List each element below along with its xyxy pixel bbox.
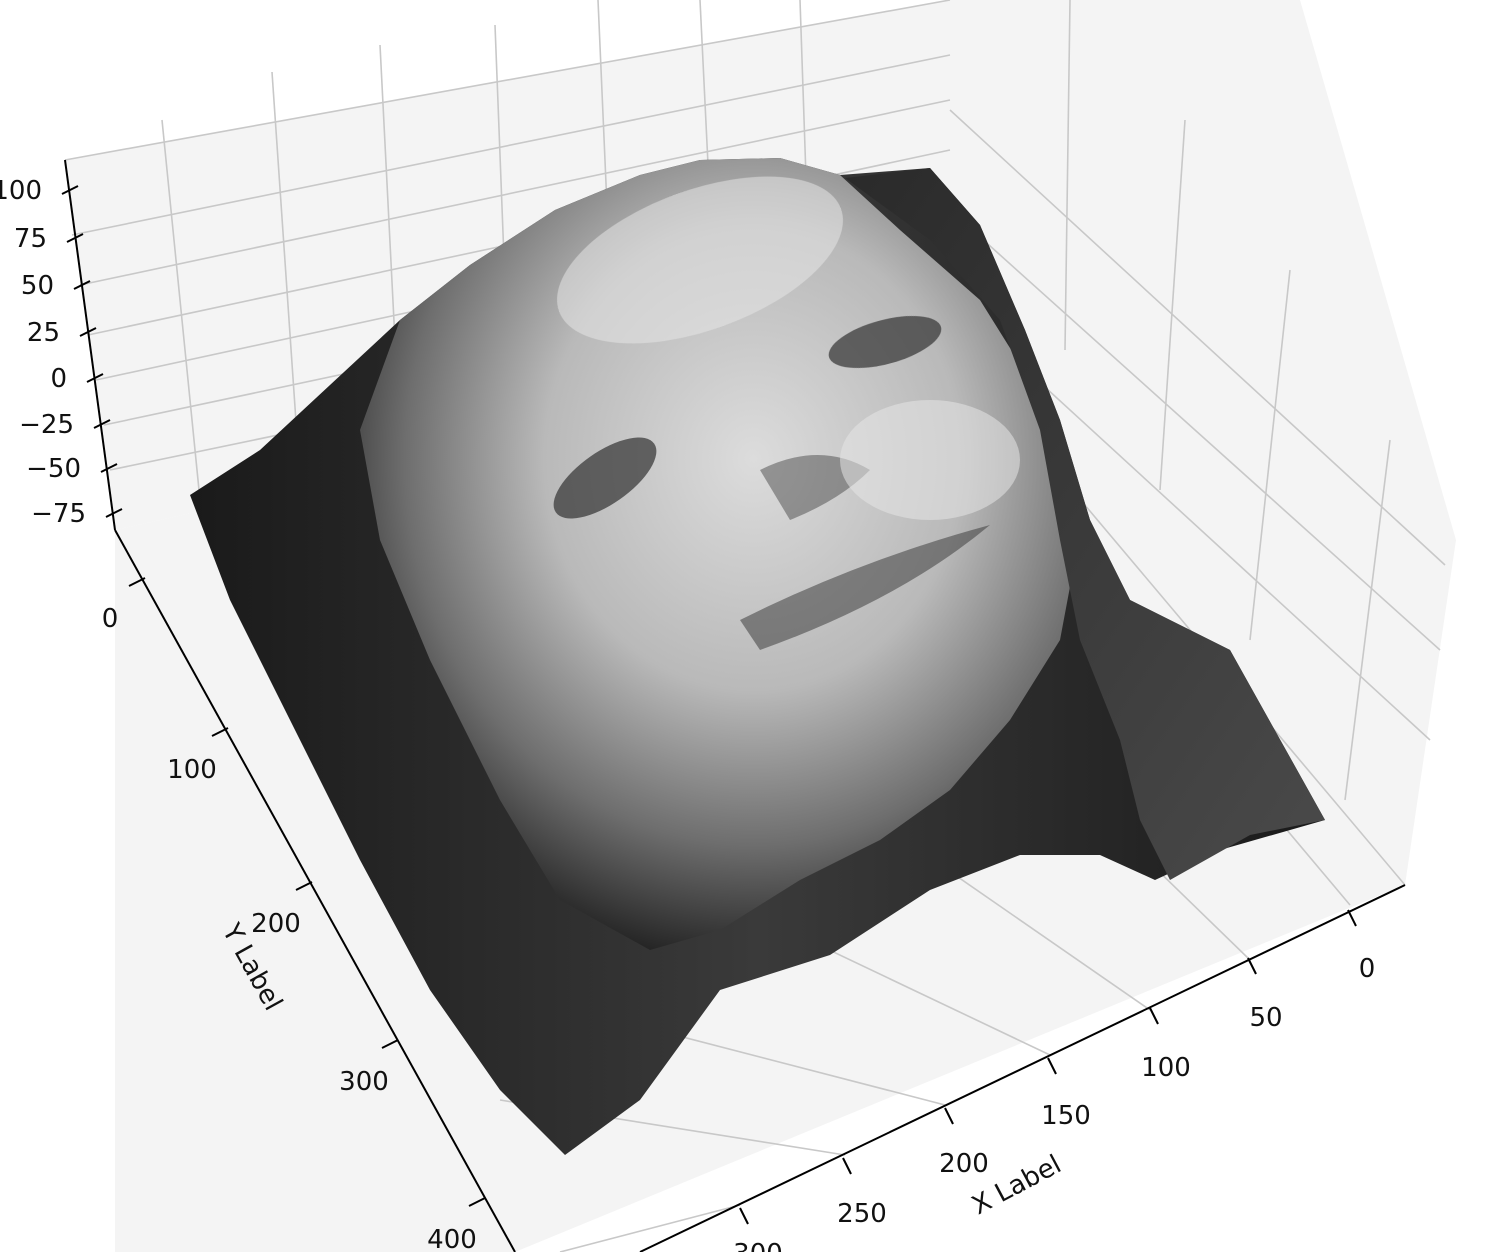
grid-line xyxy=(1249,269,1291,641)
x-tick-mark xyxy=(739,1207,749,1225)
y-tick-label: 300 xyxy=(339,1067,389,1097)
grid-line xyxy=(271,71,301,481)
mouth-shadow xyxy=(740,525,990,650)
x-tick-mark xyxy=(944,1107,954,1125)
forehead-highlight xyxy=(557,176,843,344)
right-eye-shadow xyxy=(828,315,942,369)
y-tick-mark xyxy=(468,1197,486,1207)
y-tick-label: 400 xyxy=(427,1225,477,1252)
z-ticks: 100 75 50 25 0 −25 −50 −75 xyxy=(0,176,123,529)
x-tick-mark xyxy=(842,1157,852,1175)
grid-line xyxy=(559,1204,741,1252)
grid-line xyxy=(1344,439,1391,801)
x-tick-label: 250 xyxy=(837,1199,887,1229)
y-tick-mark xyxy=(128,577,146,587)
z-tick-label: 100 xyxy=(0,176,42,206)
z-tick-label: −25 xyxy=(19,410,74,440)
z-tick-mark xyxy=(105,508,123,518)
grid-line xyxy=(71,54,951,236)
x-tick-label: 150 xyxy=(1041,1101,1091,1131)
x-axis-spine xyxy=(639,884,1406,1252)
x-tick-label: 50 xyxy=(1249,1003,1282,1033)
grid-line xyxy=(161,119,201,501)
y-tick-mark xyxy=(295,881,313,891)
grid-line xyxy=(79,99,951,286)
facial-highlights xyxy=(557,176,1020,520)
grid-line xyxy=(1064,0,1071,351)
y-tick-label: 100 xyxy=(167,755,217,785)
grid-line xyxy=(1159,119,1186,491)
y-tick-label: 0 xyxy=(102,604,119,634)
grid-line xyxy=(949,109,1446,566)
left-eye-shadow xyxy=(553,437,657,519)
z-tick-label: 0 xyxy=(50,364,67,394)
y-tick-label: 200 xyxy=(251,909,301,939)
z-tick-mark xyxy=(61,185,79,195)
y-tick-mark xyxy=(381,1039,399,1049)
x-tick-label: 300 xyxy=(733,1239,783,1252)
y-axis-spine xyxy=(114,529,516,1252)
x-tick-mark xyxy=(1047,1057,1057,1075)
x-tick-label: 0 xyxy=(1359,954,1376,984)
z-tick-mark xyxy=(93,419,111,429)
right-pane xyxy=(950,0,1456,885)
z-tick-mark xyxy=(73,280,91,290)
x-tick-label: 200 xyxy=(939,1149,989,1179)
z-tick-label: 25 xyxy=(27,318,60,348)
z-tick-mark xyxy=(100,463,118,473)
grid-line xyxy=(64,0,951,161)
grid-line xyxy=(949,209,1441,651)
z-tick-label: 50 xyxy=(21,271,54,301)
face-surface xyxy=(190,158,1325,1155)
x-tick-mark xyxy=(1347,909,1357,927)
x-tick-mark xyxy=(1247,957,1257,975)
y-ticks: 0 100 200 300 400 xyxy=(102,577,486,1252)
x-ticks: 0 50 100 150 200 250 300 xyxy=(733,909,1376,1252)
x-tick-mark xyxy=(1149,1007,1159,1025)
x-tick-label: 100 xyxy=(1141,1053,1191,1083)
cheek-highlight xyxy=(840,400,1020,520)
z-tick-mark xyxy=(79,327,97,337)
y-tick-mark xyxy=(211,727,229,737)
z-tick-label: 75 xyxy=(14,224,47,254)
z-tick-mark xyxy=(66,233,84,243)
z-tick-label: −75 xyxy=(31,499,86,529)
z-tick-label: −50 xyxy=(26,454,81,484)
surface-right-edge xyxy=(845,168,1325,880)
z-tick-mark xyxy=(86,373,104,383)
